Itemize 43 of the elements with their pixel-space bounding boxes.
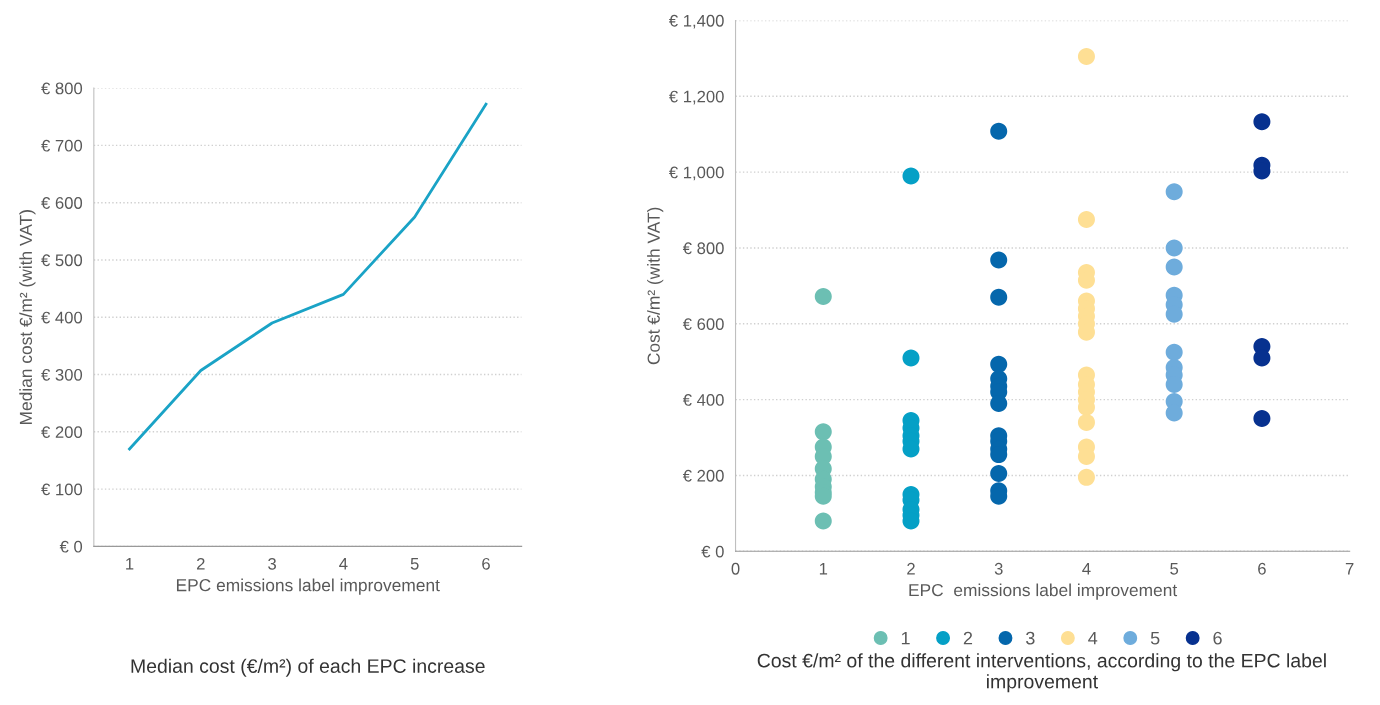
y-tick-label: € 300 — [41, 368, 83, 381]
y-tick-label: € 500 — [41, 254, 83, 267]
y-tick-label: € 200 — [41, 426, 83, 439]
x-tick-label: 3 — [994, 562, 1003, 575]
y-tick-label: € 1,000 — [668, 166, 724, 181]
text: Cost €/m² of the different interventions, according to the EPC label improvement — [757, 653, 1326, 693]
y-tick-label: € 0 — [701, 545, 724, 558]
legend-label: 1 — [901, 631, 910, 645]
x-tick-label: 4 — [339, 558, 348, 570]
y-tick-label: € 1,400 — [668, 14, 724, 29]
x-tick-label: 7 — [1345, 563, 1354, 575]
y-tick-label: € 700 — [41, 139, 83, 152]
text: Median cost (€/m²) of each EPC increase — [131, 658, 485, 677]
x-axis-title: EPC emissions label improvement — [176, 578, 440, 595]
x-tick-label: 6 — [482, 557, 490, 570]
x-tick-label: 2 — [907, 562, 915, 575]
legend-label: 2 — [963, 631, 973, 645]
y-axis-title: Cost €/m² (with VAT) — [647, 207, 664, 365]
y-tick-label: € 800 — [41, 82, 83, 95]
x-axis-title: EPC emissions label improvement — [909, 583, 1178, 600]
legend-label: 6 — [1213, 631, 1222, 645]
y-tick-label: € 200 — [682, 469, 724, 482]
x-tick-label: 2 — [196, 557, 205, 570]
x-tick-label: 3 — [268, 557, 276, 570]
legend-label: 4 — [1088, 631, 1098, 645]
x-tick-label: 5 — [1170, 563, 1179, 575]
x-tick-label: 6 — [1258, 562, 1266, 575]
y-tick-label: € 400 — [682, 394, 724, 406]
y-axis-title: Median cost €/m² (with VAT) — [19, 210, 36, 425]
y-tick-label: € 400 — [41, 311, 83, 324]
y-tick-label: € 0 — [59, 540, 83, 553]
x-tick-label: 4 — [1082, 563, 1091, 575]
y-tick-label: € 800 — [682, 242, 724, 255]
y-tick-label: € 600 — [682, 318, 724, 330]
y-tick-label: € 1,200 — [668, 90, 724, 105]
x-tick-label: 1 — [819, 563, 828, 575]
legend-label: 5 — [1150, 631, 1160, 645]
legend-label: 3 — [1026, 631, 1035, 645]
y-tick-label: € 100 — [41, 483, 83, 496]
x-tick-label: 5 — [410, 558, 419, 570]
y-tick-label: € 600 — [41, 197, 83, 209]
x-tick-label: 0 — [731, 562, 740, 575]
x-tick-label: 1 — [126, 558, 134, 570]
